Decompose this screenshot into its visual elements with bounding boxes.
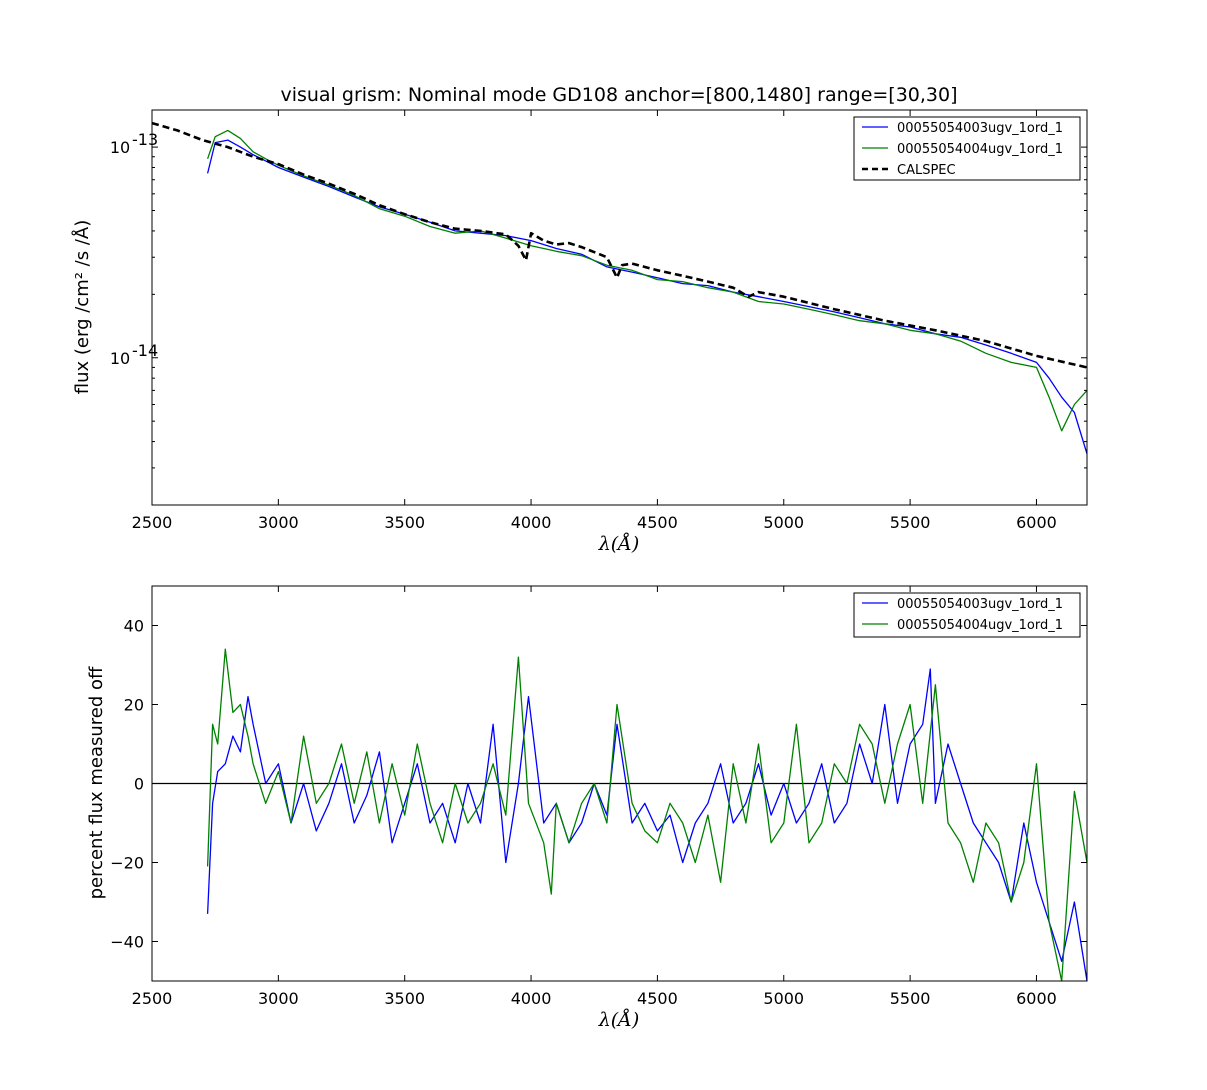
percent-legend-label-b: 00055054004ugv_1ord_1: [897, 618, 1063, 633]
percent-y-ticks: −40 −20 0 20 40: [110, 617, 1087, 952]
flux-x-tick-label: 5000: [763, 513, 804, 532]
percent-series-line-b: [206, 648, 1088, 982]
percent-x-tick-label: 2500: [132, 989, 173, 1008]
percent-y-axis-label: percent flux measured off: [86, 666, 107, 899]
percent-x-tick-label: 5500: [890, 989, 931, 1008]
flux-x-axis-label: λ(Å): [598, 533, 640, 555]
flux-x-tick-label: 6000: [1016, 513, 1057, 532]
flux-series-line-calspec: [151, 121, 1088, 369]
flux-x-tick-label: 3500: [384, 513, 425, 532]
flux-x-tick-label: 4000: [511, 513, 552, 532]
flux-legend-label-a: 00055054003ugv_1ord_1: [897, 121, 1063, 136]
percent-y-tick-label: 40: [124, 617, 144, 636]
percent-y-tick-label: 20: [124, 696, 144, 715]
flux-y-tick-label: 10: [110, 349, 130, 368]
percent-x-tick-label: 5000: [763, 989, 804, 1008]
flux-legend: 00055054003ugv_1ord_1 00055054004ugv_1or…: [853, 116, 1081, 181]
flux-y-tick-exponent: -13: [132, 130, 158, 149]
flux-x-tick-label: 4500: [637, 513, 678, 532]
percent-x-axis-label: λ(Å): [598, 1009, 640, 1031]
flux-x-tick-label: 5500: [890, 513, 931, 532]
percent-y-tick-label: −40: [110, 933, 144, 952]
percent-x-tick-label: 6000: [1016, 989, 1057, 1008]
flux-panel-title: visual grism: Nominal mode GD108 anchor=…: [280, 84, 957, 106]
percent-x-tick-label: 4500: [637, 989, 678, 1008]
percent-series-line-a: [206, 668, 1088, 982]
percent-series-group: [206, 648, 1088, 982]
percent-y-tick-label: −20: [110, 854, 144, 873]
flux-series-group: [151, 121, 1088, 454]
flux-plot-frame: [151, 109, 1088, 506]
flux-series-line-a: [206, 139, 1088, 454]
percent-panel: 2500 3000 3500 4000 4500 5000 5500 6000 −40 −20 0…: [86, 585, 1088, 1031]
percent-x-tick-label: 4000: [511, 989, 552, 1008]
percent-x-tick-label: 3000: [258, 989, 299, 1008]
flux-legend-label-calspec: CALSPEC: [897, 163, 956, 178]
flux-y-axis-label: flux (erg /cm² /s /Å): [71, 220, 93, 394]
percent-x-tick-label: 3500: [384, 989, 425, 1008]
percent-y-tick-label: 0: [134, 775, 144, 794]
flux-y-tick-exponent: -14: [132, 341, 158, 360]
percent-legend: 00055054003ugv_1ord_1 00055054004ugv_1or…: [853, 592, 1081, 638]
flux-panel: visual grism: Nominal mode GD108 anchor=…: [71, 84, 1088, 555]
percent-x-ticks: 2500 3000 3500 4000 4500 5000 5500 6000: [132, 586, 1057, 1008]
percent-legend-label-a: 00055054003ugv_1ord_1: [897, 597, 1063, 612]
percent-legend-box: [853, 592, 1081, 638]
flux-series-line-b: [206, 129, 1088, 432]
flux-legend-box: [853, 116, 1081, 181]
flux-y-tick-label: 10: [110, 138, 130, 157]
flux-legend-label-b: 00055054004ugv_1ord_1: [897, 142, 1063, 157]
flux-x-tick-label: 2500: [132, 513, 173, 532]
flux-x-ticks: 2500 3000 3500 4000 4500 5000 5500 6000: [132, 110, 1057, 532]
flux-x-tick-label: 3000: [258, 513, 299, 532]
